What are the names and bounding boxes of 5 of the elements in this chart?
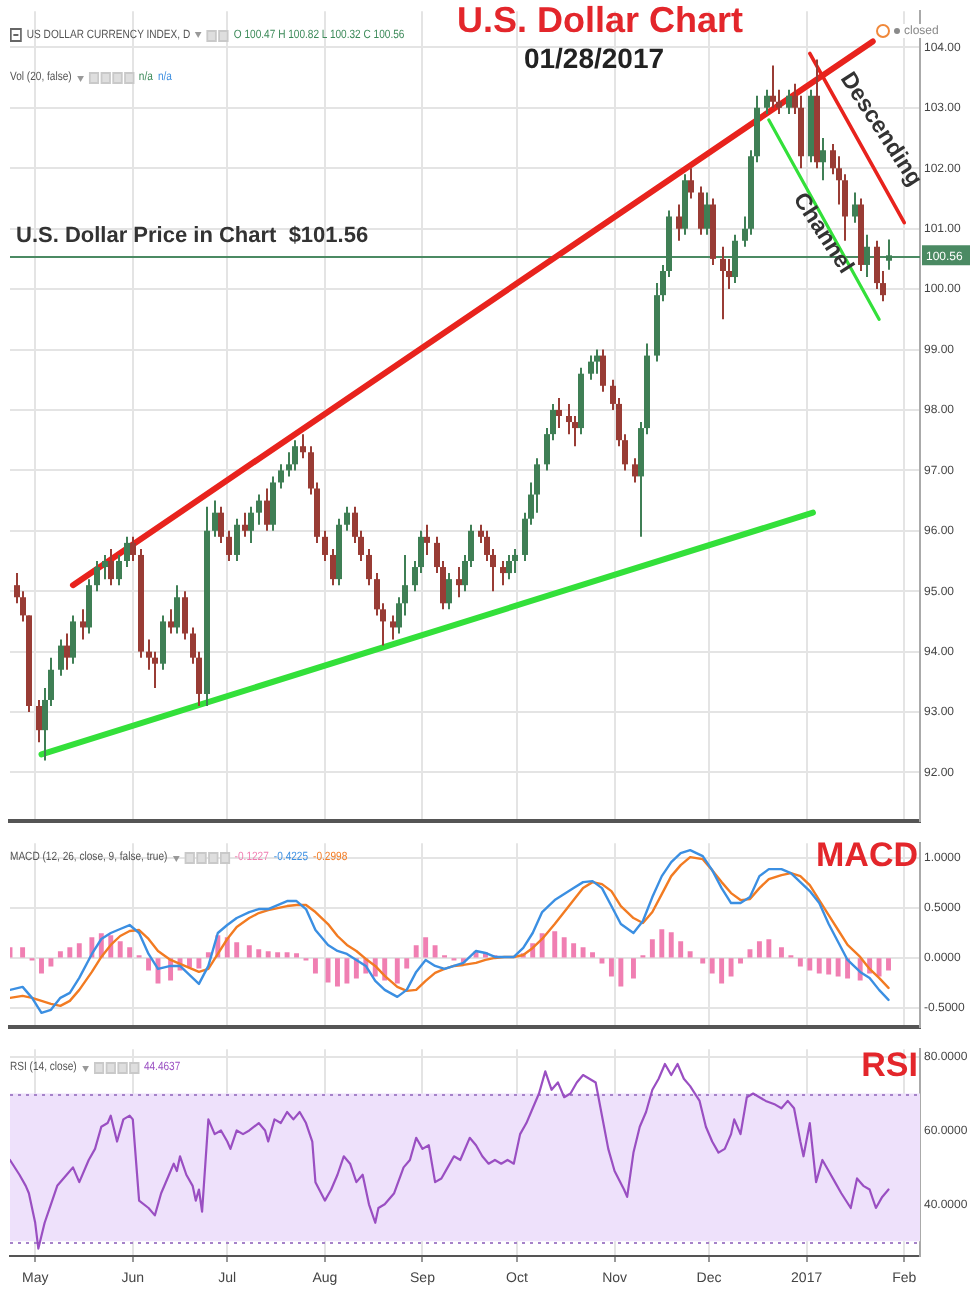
- chart-title: RSI: [861, 1046, 918, 1086]
- annotation: U.S. Dollar Price in Chart $101.56: [16, 224, 369, 249]
- chart-title: MACD: [816, 836, 918, 876]
- chart-title: U.S. Dollar Chart: [456, 0, 744, 42]
- text: 01/28/2017: [523, 42, 665, 75]
